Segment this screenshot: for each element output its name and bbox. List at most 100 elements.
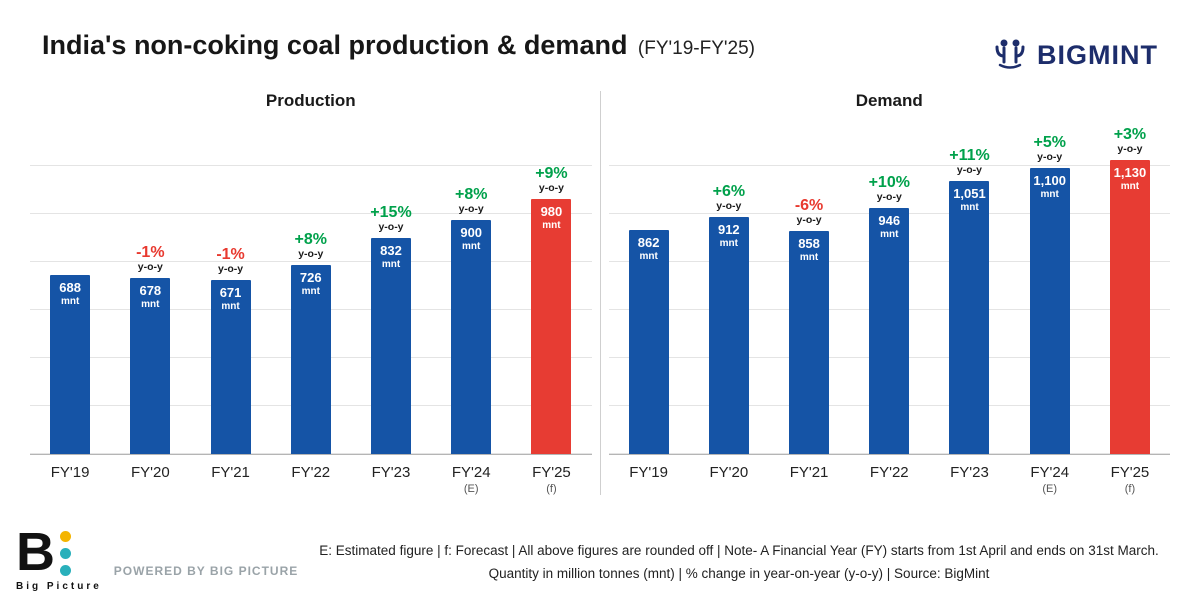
big-picture-mark-icon: B: [16, 525, 71, 579]
fiscal-year-label: FY'20: [130, 464, 170, 481]
pct-value: +3%: [1113, 125, 1147, 143]
pct-change-label: +6% y-o-y: [713, 183, 745, 213]
title-subtitle: (FY'19-FY'25): [637, 38, 755, 59]
demand-x-axis: FY'19 FY'20 FY'21 FY'22 FY'23 FY'24 (E) FY'25 (f…: [609, 455, 1171, 495]
bar-unit: mnt: [799, 251, 819, 263]
big-picture-logo: B Big Picture: [16, 525, 102, 592]
bar-column: +8% y-o-y 726 mnt: [271, 231, 351, 454]
fiscal-year-label: FY'25: [532, 464, 571, 481]
x-axis-label: FY'20: [110, 464, 190, 495]
bar-value-label: 1,100 mnt: [1030, 173, 1070, 200]
pct-value: -1%: [216, 245, 245, 263]
bar-value-label: 678 mnt: [130, 283, 170, 310]
big-picture-block: B Big Picture POWERED BY BIG PICTURE: [16, 525, 308, 592]
x-axis-label: FY'21: [769, 464, 849, 495]
footnote-line-2: Quantity in million tonnes (mnt) | % cha…: [488, 566, 990, 582]
fiscal-year-label: FY'19: [629, 464, 668, 481]
bar: 980 mnt: [531, 199, 572, 454]
bar: 858 mnt: [789, 231, 830, 454]
bar-value: 1,100: [1033, 173, 1066, 188]
footnotes: E: Estimated figure | f: Forecast | All …: [308, 539, 1170, 592]
x-axis-label: FY'19: [609, 464, 689, 495]
bar-value: 980: [540, 204, 563, 219]
fiscal-year-label: FY'23: [950, 464, 989, 481]
bar-value: 946: [878, 213, 901, 228]
bar-value-label: 1,051 mnt: [949, 186, 989, 213]
x-axis-label: FY'25 (f): [1090, 464, 1170, 495]
bar-value-label: 980 mnt: [531, 204, 571, 231]
bar-unit: mnt: [542, 219, 561, 231]
yoy-note: y-o-y: [716, 200, 742, 213]
footnote-line-1: E: Estimated figure | f: Forecast | All …: [319, 542, 1159, 558]
yoy-note: y-o-y: [538, 182, 564, 195]
bar: 1,051 mnt: [949, 181, 990, 454]
pct-value: +11%: [949, 146, 990, 164]
yoy-note: y-o-y: [796, 214, 822, 227]
bar-value: 858: [798, 236, 820, 251]
demand-plot-area: 862 mnt +6% y-o-y 912 mnt -6% y-o-y 858 mnt +10% y-…: [608, 119, 1170, 455]
production-x-axis: FY'19 FY'20 FY'21 FY'22 FY'23 FY'24 (E) FY'25 (f…: [30, 455, 592, 495]
pct-value: +10%: [868, 173, 910, 191]
pct-value: +15%: [370, 203, 412, 221]
bar-unit: mnt: [1120, 180, 1140, 192]
bigmint-logo: BIGMINT: [991, 34, 1158, 77]
bar-value: 912: [717, 222, 740, 237]
bar: 832 mnt: [370, 238, 411, 454]
header: India's non-coking coal production & dem…: [0, 0, 1200, 77]
bar-column: +15% y-o-y 832 mnt: [351, 204, 431, 454]
x-axis-label: FY'22: [271, 464, 351, 495]
bar-value: 678: [139, 283, 162, 298]
footer: B Big Picture POWERED BY BIG PICTURE E: …: [0, 525, 1200, 592]
x-axis-label: FY'20: [689, 464, 769, 495]
yoy-note: y-o-y: [378, 221, 404, 234]
pct-change-label: -6% y-o-y: [795, 197, 823, 227]
bar-unit: mnt: [221, 300, 240, 312]
pct-value: +8%: [454, 185, 488, 203]
fiscal-year-label: FY'19: [50, 464, 90, 481]
bar-unit: mnt: [60, 295, 80, 307]
x-axis-label: FY'25 (f): [511, 464, 591, 495]
fiscal-year-label: FY'22: [869, 464, 909, 481]
pct-value: +8%: [294, 230, 327, 248]
bar: 946 mnt: [869, 208, 910, 454]
bar: 1,100 mnt: [1029, 168, 1070, 454]
pct-value: +9%: [535, 164, 568, 182]
pct-change-label: +5% y-o-y: [1033, 134, 1065, 164]
bar: 912 mnt: [708, 217, 749, 454]
pct-change-label: -1% y-o-y: [216, 246, 244, 276]
bar-column: -6% y-o-y 858 mnt: [769, 197, 849, 454]
bar: 671 mnt: [210, 280, 251, 454]
bar-column: +5% y-o-y 1,100 mnt: [1010, 134, 1090, 454]
yoy-note: y-o-y: [298, 248, 324, 261]
yoy-note: y-o-y: [137, 261, 163, 274]
yoy-note: y-o-y: [458, 203, 484, 216]
fiscal-year-label: FY'24: [1030, 464, 1070, 481]
pct-change-label: +3% y-o-y: [1114, 126, 1146, 156]
demand-chart: Demand 862 mnt +6% y-o-y 912 mnt -6% y-o-y 858 mn…: [608, 91, 1171, 495]
bar-column: 688 mnt: [30, 275, 110, 454]
fiscal-year-label: FY'24: [451, 464, 491, 481]
bar-value: 1,130: [1113, 165, 1147, 180]
bar-column: +8% y-o-y 900 mnt: [431, 186, 511, 454]
chart-divider: [599, 91, 601, 495]
bar-value-label: 726 mnt: [291, 270, 331, 297]
x-axis-label: FY'24 (E): [431, 464, 511, 495]
big-picture-label: Big Picture: [16, 581, 102, 592]
yoy-note: y-o-y: [217, 263, 244, 276]
bar-unit: mnt: [462, 240, 481, 252]
production-plot-area: 688 mnt -1% y-o-y 678 mnt -1% y-o-y 671 mnt +8% y-o…: [30, 119, 592, 455]
bar-unit: mnt: [719, 237, 738, 249]
pct-change-label: +15% y-o-y: [370, 204, 411, 234]
fiscal-year-label: FY'23: [371, 464, 411, 481]
pct-change-label: +8% y-o-y: [455, 186, 487, 216]
bar-value: 862: [637, 235, 660, 250]
estimate-forecast-tag: (E): [1042, 483, 1058, 495]
bar-column: +3% y-o-y 1,130 mnt: [1090, 126, 1170, 454]
bar: 1,130 mnt: [1109, 160, 1150, 454]
bar-column: 862 mnt: [609, 230, 689, 454]
bar-value: 1,051: [953, 186, 986, 201]
bar: 900 mnt: [451, 220, 492, 454]
yoy-note: y-o-y: [876, 191, 902, 204]
teal-dot-icon: [60, 564, 71, 576]
